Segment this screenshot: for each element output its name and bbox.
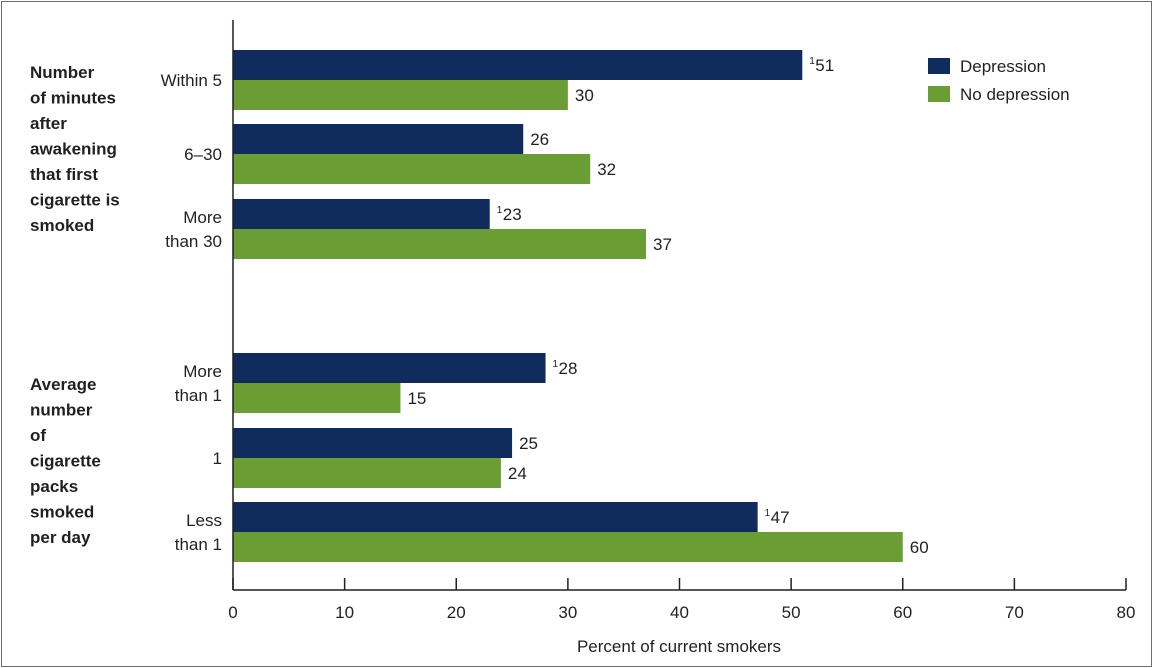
value-label: 24 [508,464,527,483]
category-label: More [183,362,222,381]
bar-no-depression [233,532,903,562]
footnote-marker: 1 [765,508,771,519]
bar-no-depression [233,383,401,413]
value-label: 37 [653,235,672,254]
bar-depression [233,199,490,229]
group-title-line: Average [30,375,96,394]
x-tick-label: 60 [893,603,912,622]
group-title-line: number [30,401,93,420]
group-title-line: packs [30,477,78,496]
value-label: 32 [597,160,616,179]
x-axis-title: Percent of current smokers [577,637,781,656]
footnote-marker: 1 [553,359,559,370]
value-label: 51 [815,56,834,75]
footnote-marker: 1 [809,56,815,67]
category-label: than 1 [175,535,222,554]
bar-no-depression [233,458,501,488]
category-label: Within 5 [161,71,222,90]
x-tick-label: 0 [228,603,237,622]
category-label: than 30 [165,232,222,251]
footnote-marker: 1 [497,205,503,216]
group-title-line: smoked [30,216,94,235]
group-title-line: Number [30,63,95,82]
legend-swatch-depression [928,58,950,74]
x-tick-label: 40 [670,603,689,622]
value-label: 47 [771,508,790,527]
x-tick-label: 70 [1005,603,1024,622]
bar-no-depression [233,154,591,184]
legend-label: Depression [960,57,1046,76]
group-title-line: that first [30,165,98,184]
bar-depression [233,124,524,154]
x-tick-label: 20 [447,603,466,622]
category-labels: Within 5 6–30 More than 30 More than 1 1 Less th… [161,71,222,554]
group-title-line: of minutes [30,89,116,108]
value-label: 60 [910,538,929,557]
x-tick-label: 30 [558,603,577,622]
value-label: 28 [559,359,578,378]
category-label: 6–30 [184,145,222,164]
bar-depression [233,502,758,532]
group-title-line: of [30,426,46,445]
x-tick-label: 50 [782,603,801,622]
x-tick-label: 80 [1117,603,1136,622]
legend-label: No depression [960,85,1070,104]
value-label: 26 [530,130,549,149]
category-label: than 1 [175,386,222,405]
value-label: 30 [575,86,594,105]
x-ticks: 0 10 20 30 40 50 60 70 80 [228,578,1135,622]
group-title-line: cigarette [30,452,101,471]
group-title-line: smoked [30,503,94,522]
group-title-line: awakening [30,140,117,159]
x-tick-label: 10 [335,603,354,622]
category-label: Less [186,511,222,530]
legend: Depression No depression [928,57,1070,104]
category-label: 1 [213,449,222,468]
value-label: 25 [519,434,538,453]
bar-no-depression [233,229,647,259]
bar-depression [233,428,513,458]
bar-depression [233,353,546,383]
group-title-line: per day [30,528,91,547]
bar-depression [233,50,803,80]
bars [233,50,903,562]
group-titles: Number of minutes after awakening that first… [30,63,120,547]
group-title-line: after [30,114,67,133]
category-label: More [183,208,222,227]
legend-swatch-no-depression [928,86,950,102]
bar-no-depression [233,80,568,110]
value-label: 23 [503,205,522,224]
value-label: 15 [407,389,426,408]
group-title-line: cigarette is [30,191,120,210]
